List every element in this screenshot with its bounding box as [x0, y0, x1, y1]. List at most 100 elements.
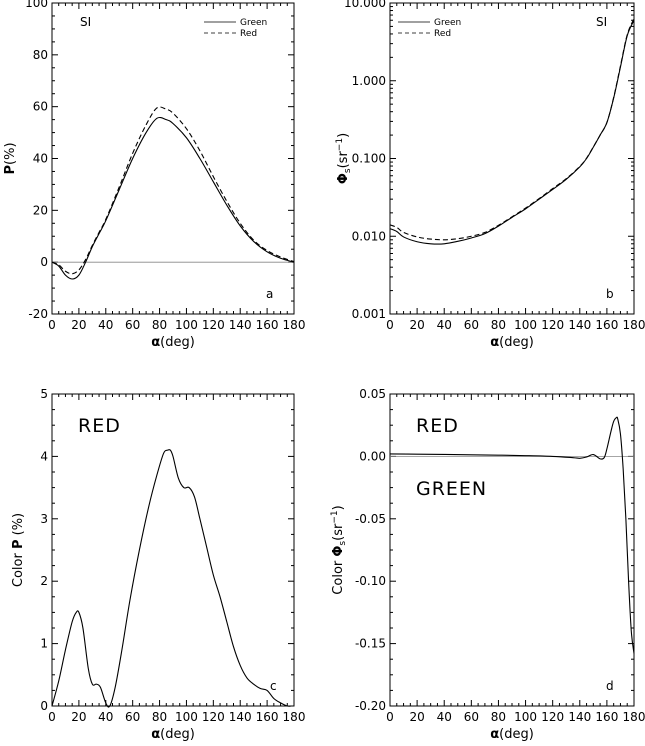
- y-tick-label: -0.15: [355, 637, 386, 651]
- x-tick-label: 100: [514, 318, 537, 332]
- panel-annotation: SI: [80, 15, 91, 29]
- x-tick-label: 120: [202, 710, 225, 724]
- x-tick-label: 180: [623, 710, 645, 724]
- x-tick-label: 60: [464, 318, 479, 332]
- x-tick-label: 40: [437, 710, 452, 724]
- panel-letter: d: [606, 679, 614, 693]
- x-tick-label: 160: [595, 710, 618, 724]
- x-tick-label: 180: [283, 710, 306, 724]
- x-tick-label: 80: [491, 710, 506, 724]
- y-tick-label: 80: [33, 48, 48, 62]
- panel-a: 0 20 40 60 80 100 120 140 160 180-20020406080100α…: [3, 0, 305, 350]
- x-tick-label: 40: [437, 318, 452, 332]
- x-tick-label: 180: [283, 318, 306, 332]
- y-tick-label: 0.001: [352, 307, 386, 321]
- y-tick-label: -0.20: [355, 699, 386, 713]
- x-tick-label: 140: [229, 710, 252, 724]
- y-tick-label: 0.100: [352, 152, 386, 166]
- y-tick-label: 60: [33, 100, 48, 114]
- series-line-series-0: [389, 416, 635, 654]
- x-tick-label: 80: [152, 710, 167, 724]
- x-tick-label: 20: [409, 318, 424, 332]
- panel-letter: a: [266, 287, 273, 301]
- y-axis-label: Φs(sr−1): [335, 133, 353, 184]
- y-tick-label: 1: [40, 637, 48, 651]
- x-tick-label: 180: [623, 318, 645, 332]
- series-line-series-0: [51, 449, 292, 708]
- y-tick-label: 20: [33, 203, 48, 217]
- x-tick-label: 60: [464, 710, 479, 724]
- x-tick-label: 140: [568, 710, 591, 724]
- x-tick-label: 20: [71, 710, 86, 724]
- y-tick-label: 0: [40, 699, 48, 713]
- legend-entry-red: Red: [434, 29, 451, 39]
- x-tick-label: 20: [409, 710, 424, 724]
- plot-frame: [51, 2, 295, 315]
- x-tick-label: 120: [541, 710, 564, 724]
- panel-annotation: RED: [78, 415, 121, 437]
- x-tick-label: 100: [175, 318, 198, 332]
- plot-frame: [389, 2, 635, 315]
- x-tick-label: 160: [256, 710, 279, 724]
- y-tick-label: 2: [40, 574, 48, 588]
- y-tick-label: 0.05: [359, 387, 386, 401]
- x-tick-label: 40: [98, 318, 113, 332]
- x-tick-label: 0: [386, 710, 394, 724]
- y-tick-label: 10.000: [344, 0, 386, 10]
- x-tick-label: 160: [595, 318, 618, 332]
- legend-entry-green: Green: [240, 18, 267, 28]
- series-line-green: [389, 20, 635, 245]
- y-tick-label: -0.05: [355, 512, 386, 526]
- x-tick-label: 0: [48, 318, 56, 332]
- y-tick-label: 5: [40, 387, 48, 401]
- panel-c: 0 20 40 60 80 100 120 140 160 180 0 1 2 3 4 5 α(deg) Colo…: [11, 387, 305, 742]
- x-tick-label: 120: [202, 318, 225, 332]
- y-tick-label: 40: [33, 152, 48, 166]
- x-tick-label: 100: [514, 710, 537, 724]
- plot-frame: [389, 393, 635, 707]
- y-tick-label: 0.00: [359, 449, 386, 463]
- y-tick-label: 0.010: [352, 229, 386, 243]
- legend-entry-red: Red: [240, 29, 257, 39]
- legend-entry-green: Green: [434, 18, 461, 28]
- x-axis-label: α(deg): [490, 335, 534, 350]
- x-tick-label: 60: [125, 710, 140, 724]
- y-axis-label: P(%): [3, 142, 18, 174]
- panel-d: 0 20 40 60 80 100 120 140 160 180 -0.20 -0.15 -0.10 -…: [330, 387, 645, 742]
- panel-annotation-top: RED: [416, 415, 459, 437]
- panel-annotation: SI: [596, 15, 607, 29]
- y-axis-label: Color Φs(sr−1): [330, 505, 348, 594]
- x-tick-label: 80: [152, 318, 167, 332]
- y-tick-label: -0.10: [355, 574, 386, 588]
- plot-frame: [51, 393, 295, 707]
- x-tick-label: 20: [71, 318, 86, 332]
- y-tick-label: 0: [40, 255, 48, 269]
- y-tick-label: 100: [25, 0, 48, 10]
- panel-letter: b: [606, 287, 614, 301]
- x-tick-label: 140: [568, 318, 591, 332]
- x-tick-label: 40: [98, 710, 113, 724]
- series-line-red: [389, 18, 635, 241]
- x-axis-label: α(deg): [151, 335, 195, 350]
- y-tick-label: 1.000: [352, 74, 386, 88]
- x-tick-label: 160: [256, 318, 279, 332]
- panel-letter: c: [270, 679, 277, 693]
- panel-b: 0 20 40 60 80 100 120 140 160 180 0.001 0.010 0.100 1…: [335, 0, 645, 350]
- panel-annotation-bottom: GREEN: [416, 478, 487, 500]
- x-tick-label: 60: [125, 318, 140, 332]
- series-line-green: [51, 116, 295, 280]
- y-tick-label: 3: [40, 512, 48, 526]
- x-tick-label: 0: [386, 318, 394, 332]
- x-axis-label: α(deg): [151, 727, 195, 742]
- x-tick-label: 100: [175, 710, 198, 724]
- y-axis-label: Color P (%): [11, 513, 26, 587]
- y-tick-label: 4: [40, 449, 48, 463]
- x-tick-label: 140: [229, 318, 252, 332]
- x-axis-label: α(deg): [490, 727, 534, 742]
- x-tick-label: 0: [48, 710, 56, 724]
- y-tick-label: -20: [28, 307, 48, 321]
- x-tick-label: 80: [491, 318, 506, 332]
- series-line-red: [51, 106, 295, 275]
- x-tick-label: 120: [541, 318, 564, 332]
